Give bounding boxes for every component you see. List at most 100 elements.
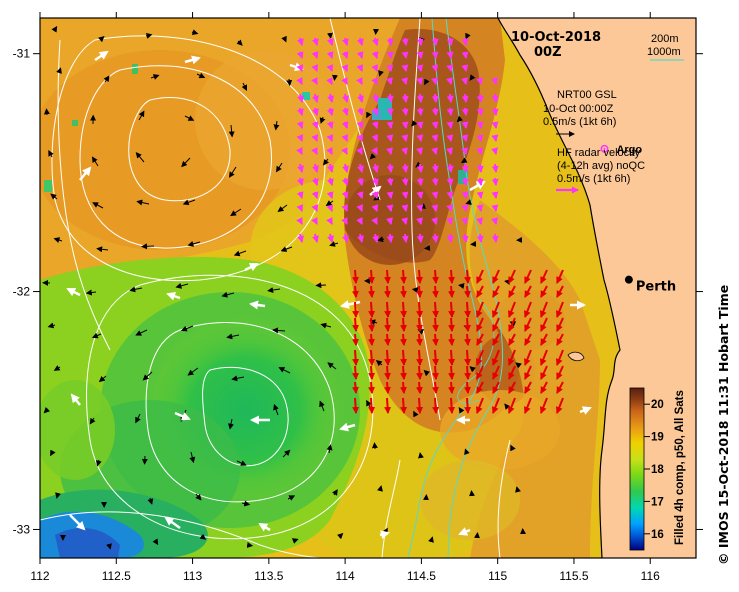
hf-radar-arrow xyxy=(356,134,364,142)
hf-radar-arrow xyxy=(491,134,499,142)
hf-radar-arrow xyxy=(448,301,456,318)
hf-radar-arrow xyxy=(491,301,500,318)
x-tick-label: 112.5 xyxy=(102,569,131,583)
hf-radar-arrow xyxy=(401,177,409,186)
hf-radar-arrow xyxy=(461,93,469,103)
hf-radar-arrow xyxy=(311,147,318,155)
hf-radar-arrow xyxy=(326,121,334,129)
hf-radar-arrow xyxy=(446,147,453,155)
gsl-arrow xyxy=(135,413,141,424)
hf-radar-arrow xyxy=(341,64,349,72)
hf-radar-arrow xyxy=(327,93,334,103)
hf-radar-arrow xyxy=(371,191,379,199)
gsl-arrow xyxy=(182,199,196,206)
y-tick-label: -31 xyxy=(13,47,31,61)
gsl-arrow xyxy=(327,32,333,39)
gsl-arrow xyxy=(233,250,247,257)
gsl-arrow xyxy=(510,444,516,452)
hf-radar-arrow xyxy=(371,64,379,72)
gsl-arrow xyxy=(319,400,325,412)
gsl-arrow xyxy=(423,369,431,377)
model-arrow xyxy=(166,291,181,301)
gsl-arrow xyxy=(241,500,251,507)
hf-radar-arrow xyxy=(555,349,564,366)
model-arrow xyxy=(258,522,271,532)
model-arrow xyxy=(69,514,86,531)
gsl-legend-title: NRT00 GSL xyxy=(557,89,617,101)
hf-radar-arrow xyxy=(296,37,304,46)
model-arrow xyxy=(458,527,471,536)
gsl-arrow xyxy=(226,333,240,340)
hf-radar-arrow xyxy=(311,107,319,116)
depth-legend-1000: 1000m xyxy=(647,46,681,58)
hf-radar-arrow xyxy=(371,204,379,212)
gsl-arrow xyxy=(320,322,332,329)
hf-radar-arrow xyxy=(416,163,424,173)
hf-radar-arrow xyxy=(431,233,439,243)
hf-radar-arrow xyxy=(386,217,393,225)
hf-radar-arrow xyxy=(311,217,318,225)
hf-radar-arrow xyxy=(524,381,532,394)
hf-radar-arrow xyxy=(476,285,484,298)
hf-radar-arrow xyxy=(312,93,319,103)
gsl-arrow xyxy=(329,241,339,247)
hf-radar-arrow xyxy=(342,93,349,103)
hf-radar-arrow xyxy=(461,163,469,173)
hf-radar-arrow xyxy=(326,177,334,186)
hf-radar-arrow xyxy=(523,397,532,414)
hf-radar-arrow xyxy=(386,204,394,212)
hf-radar-arrow xyxy=(461,204,469,212)
gsl-arrow xyxy=(464,448,470,455)
hf-radar-arrow xyxy=(356,147,363,155)
hf-radar-arrow xyxy=(296,177,304,186)
gsl-arrow xyxy=(424,78,430,86)
gsl-arrow xyxy=(465,199,472,205)
x-tick-label: 112 xyxy=(30,569,49,583)
hf-radar-arrow xyxy=(368,365,376,380)
hf-radar-arrow xyxy=(341,147,348,155)
hf-radar-arrow xyxy=(341,121,349,129)
hf-radar-arrow xyxy=(400,365,408,380)
gsl-arrow xyxy=(377,485,383,492)
gsl-arrow xyxy=(469,490,475,497)
hf-radar-arrow xyxy=(399,285,407,298)
hf-radar-arrow xyxy=(416,397,424,414)
hf-radar-arrow xyxy=(296,204,304,212)
hf-radar-arrow xyxy=(416,64,424,72)
hf-radar-arrow xyxy=(540,381,548,394)
hf-radar-arrow xyxy=(352,349,360,366)
hf-radar-arrow xyxy=(461,121,469,129)
hf-radar-arrow xyxy=(342,163,349,173)
model-arrow xyxy=(184,55,201,65)
hf-radar-arrow xyxy=(507,397,516,414)
hf-radar-arrow xyxy=(400,317,408,332)
hf-radar-arrow xyxy=(384,317,392,332)
gsl-arrow xyxy=(129,286,143,293)
hf-radar-arrow xyxy=(446,93,454,103)
perth-label: Perth xyxy=(636,280,676,295)
gsl-arrow xyxy=(150,74,160,80)
hf-radar-arrow xyxy=(372,163,379,173)
hf-radar-arrow xyxy=(296,107,304,116)
hf-radar-arrow xyxy=(372,233,379,243)
hf-radar-arrow xyxy=(368,301,376,318)
hf-radar-arrow xyxy=(476,163,484,173)
hf-radar-arrow xyxy=(341,37,349,46)
hf-radar-arrow xyxy=(464,349,472,366)
hf-radar-arrow xyxy=(356,121,364,129)
hf-radar-arrow xyxy=(297,93,304,103)
hf-radar-arrow xyxy=(297,163,304,173)
hf-radar-arrow xyxy=(431,204,439,212)
map-time: 00Z xyxy=(534,45,562,60)
hf-radar-arrow xyxy=(555,301,564,318)
hf-radar-arrow xyxy=(461,77,468,85)
gsl-arrow xyxy=(378,70,384,77)
hf-radar-arrow xyxy=(475,301,484,318)
hf-radar-arrow xyxy=(356,191,364,199)
gsl-arrow xyxy=(135,151,145,163)
gsl-arrow xyxy=(184,115,195,121)
hf-radar-arrow xyxy=(416,349,424,366)
hf-radar-arrow xyxy=(383,333,391,346)
hf-radar-arrow xyxy=(491,163,499,173)
gsl-arrow xyxy=(332,489,338,496)
